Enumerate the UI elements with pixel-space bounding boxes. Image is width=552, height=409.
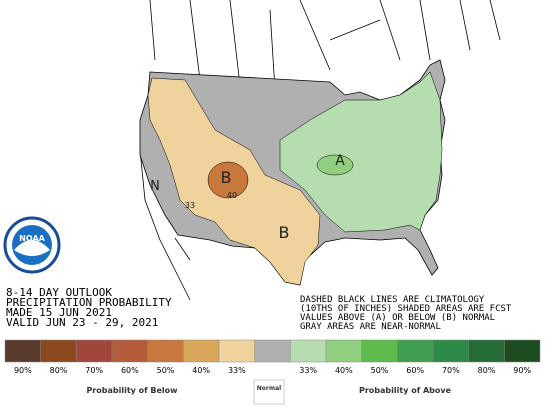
map-label: B — [279, 223, 290, 242]
legend-label: 90% — [513, 366, 531, 375]
legend-label: 60% — [406, 366, 424, 375]
legend-label: 90% — [14, 366, 32, 375]
header-line: 8-14 DAY OUTLOOK — [6, 286, 112, 299]
legend-swatch — [254, 339, 291, 363]
legend-label: 40% — [335, 366, 353, 375]
legend-swatch — [76, 339, 113, 363]
legend-label: 33% — [299, 366, 317, 375]
header: 8-14 DAY OUTLOOK PRECIPITATION PROBABILI… — [6, 286, 172, 329]
legend-label: 70% — [85, 366, 103, 375]
header-line: VALID JUN 23 - 29, 2021 — [6, 316, 158, 329]
map-label: A — [335, 153, 345, 169]
normal-box — [253, 379, 285, 405]
legend-label: 70% — [442, 366, 460, 375]
legend: 90% 80% 70% 60% 50% 40% 33% 33% 40% 50% 60% 70% 80% 9… — [4, 339, 541, 375]
legend-label: 80% — [50, 366, 68, 375]
legend-swatch — [504, 339, 541, 363]
us-region-above — [279, 71, 443, 233]
map-labels: B B A N 40 33 — [150, 153, 345, 242]
legend-label: 33% — [228, 366, 246, 375]
map-label: 33 — [185, 201, 195, 210]
note-line: GRAY AREAS ARE NEAR-NORMAL — [300, 322, 441, 332]
notes: DASHED BLACK LINES ARE CLIMATOLOGY (10TH… — [300, 295, 512, 332]
legend-swatch — [4, 339, 41, 363]
legend-label: 60% — [121, 366, 139, 375]
us-region-above-40 — [316, 154, 354, 176]
legend-swatch — [432, 339, 469, 363]
header-line: MADE 15 JUN 2021 — [6, 306, 112, 319]
noaa-logo: NOAA — [3, 216, 61, 274]
borders — [139, 0, 501, 301]
map-label: B — [221, 168, 232, 187]
legend-swatch — [361, 339, 398, 363]
legend-caption: Probability of Below — [86, 386, 178, 395]
legend-swatch — [111, 339, 148, 363]
legend-swatch — [183, 339, 220, 363]
legend-swatch — [290, 339, 327, 363]
legend-swatch — [147, 339, 184, 363]
legend-label: 50% — [157, 366, 175, 375]
note-line: (10THS OF INCHES) SHADED AREAS ARE FCST — [300, 304, 512, 314]
legend-label: 80% — [478, 366, 496, 375]
map-label: 40 — [227, 191, 237, 200]
legend-label: 50% — [371, 366, 389, 375]
note-line: VALUES ABOVE (A) OR BELOW (B) NORMAL — [300, 313, 495, 323]
legend-swatch — [325, 339, 362, 363]
map-label: N — [150, 179, 160, 194]
legend-swatch — [40, 339, 77, 363]
legend-swatch — [397, 339, 434, 363]
us-region-below-40 — [207, 161, 249, 199]
legend-label: 40% — [192, 366, 210, 375]
legend-swatch — [468, 339, 505, 363]
note-line: DASHED BLACK LINES ARE CLIMATOLOGY — [300, 295, 485, 305]
header-line: PRECIPITATION PROBABILITY — [6, 296, 172, 309]
legend-caption: Normal — [257, 385, 281, 392]
legend-swatch — [218, 339, 255, 363]
logo-text: NOAA — [19, 234, 45, 243]
legend-caption: Probability of Above — [359, 386, 452, 395]
